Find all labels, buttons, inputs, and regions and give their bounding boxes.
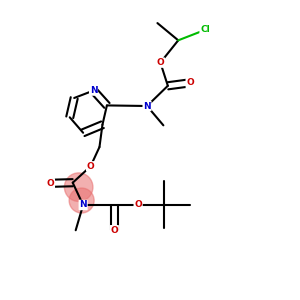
Text: O: O [157, 58, 164, 67]
Text: N: N [79, 200, 87, 209]
Text: N: N [143, 101, 151, 110]
Text: Cl: Cl [200, 26, 210, 34]
Circle shape [69, 188, 94, 213]
Text: O: O [46, 179, 54, 188]
Text: N: N [90, 86, 97, 95]
Text: O: O [134, 200, 142, 209]
Text: O: O [186, 78, 194, 87]
Circle shape [64, 173, 93, 201]
Text: O: O [87, 162, 94, 171]
Text: O: O [110, 226, 118, 235]
